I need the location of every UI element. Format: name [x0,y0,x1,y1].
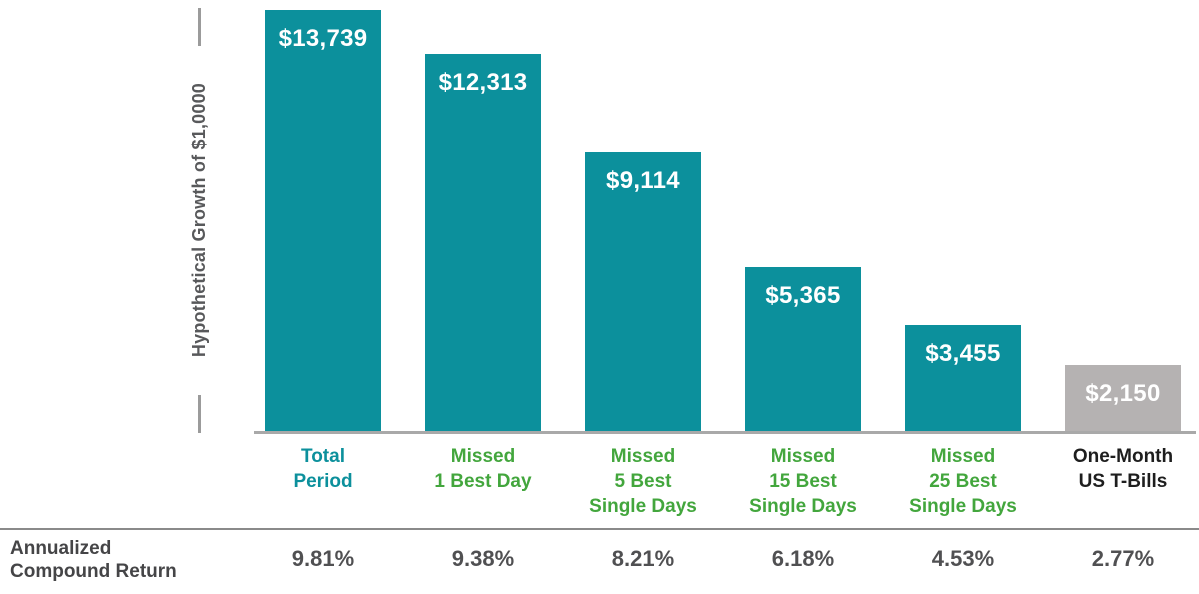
y-axis-label-group: Hypothetical Growth of $1,0000 [182,8,216,433]
bar-4: $3,455 [905,325,1021,431]
bar-column-2: $9,114 [563,10,723,431]
category-label-4: Missed 25 Best Single Days [883,444,1043,519]
axis-tick-bottom [197,394,201,433]
category-label-line: US T-Bills [1078,471,1168,492]
y-axis-label: Hypothetical Growth of $1,0000 [188,83,209,358]
bar-value-label: $2,150 [1085,380,1161,407]
annualized-returns-row: 9.81% 9.38% 8.21% 6.18% 4.53% 2.77% [243,546,1199,572]
bar-column-0: $13,739 [243,10,403,431]
bar-value-label: $5,365 [765,282,841,309]
annualized-return-value-4: 4.53% [931,546,995,571]
annualized-return-value-5: 2.77% [1091,546,1155,571]
category-label-line: Missed [930,446,996,467]
bar-5: $2,150 [1065,365,1181,431]
category-label-3: Missed 15 Best Single Days [723,444,883,519]
footer-label-line2: Compound Return [10,561,177,582]
bar-1: $12,313 [425,54,541,431]
x-axis-line [254,431,1196,434]
annualized-return-value-2: 8.21% [611,546,675,571]
category-label-line: 15 Best [769,471,837,492]
bar-column-4: $3,455 [883,10,1043,431]
footer-label-line1: Annualized [10,538,112,559]
bar-value-label: $12,313 [438,69,528,96]
bar-3: $5,365 [745,267,861,431]
annualized-return-value-0: 9.81% [291,546,355,571]
category-label-line: Missed [450,446,516,467]
category-label-1: Missed 1 Best Day [403,444,563,519]
bar-value-label: $3,455 [925,340,1001,367]
category-label-line: Missed [770,446,836,467]
bar-2: $9,114 [585,152,701,431]
category-label-line: One-Month [1072,446,1174,467]
axis-tick-top [197,8,201,46]
category-label-2: Missed 5 Best Single Days [563,444,723,519]
category-label-line: Total [301,446,345,467]
bar-column-1: $12,313 [403,10,563,431]
separator-line [0,528,1199,530]
annualized-return-value-3: 6.18% [771,546,835,571]
category-label-line: 5 Best [614,471,672,492]
category-label-0: Total Period [243,444,403,519]
bar-column-3: $5,365 [723,10,883,431]
footer-row-label: Annualized Compound Return [10,537,177,583]
bar-0: $13,739 [265,10,381,431]
plot-area: $13,739 $12,313 $9,114 $5,365 $3,455 $2,150 [243,10,1199,431]
annualized-return-value-1: 9.38% [451,546,515,571]
category-labels-row: Total Period Missed 1 Best Day Missed 5 Best S… [243,444,1199,519]
category-label-line: 1 Best Day [434,471,532,492]
bar-column-5: $2,150 [1043,10,1199,431]
category-label-5: One-Month US T-Bills [1043,444,1199,519]
category-label-line: 25 Best [929,471,997,492]
category-label-line: Single Days [589,496,697,517]
category-label-line: Single Days [909,496,1017,517]
category-label-line: Period [293,471,353,492]
bar-value-label: $13,739 [278,25,368,52]
category-label-line: Missed [610,446,676,467]
bar-value-label: $9,114 [606,167,680,194]
category-label-line: Single Days [749,496,857,517]
